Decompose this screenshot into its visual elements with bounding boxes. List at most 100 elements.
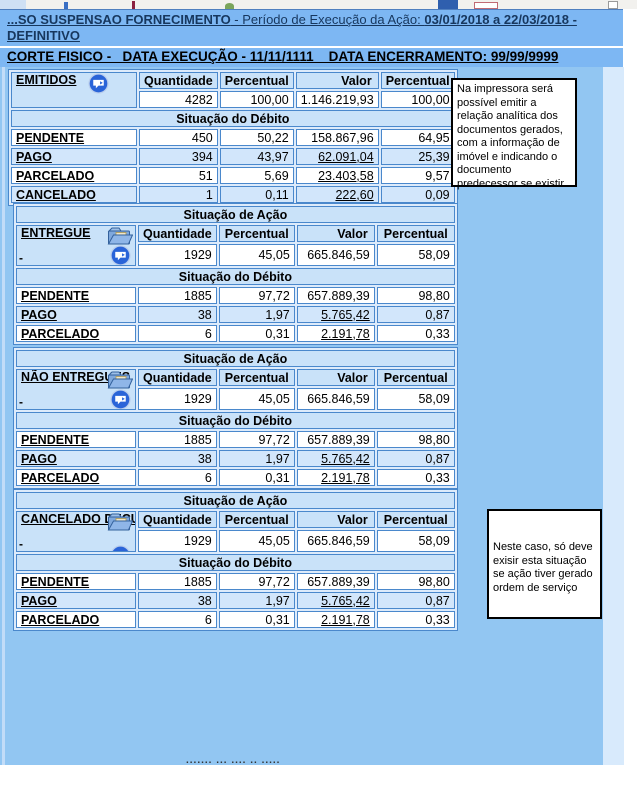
table-row: PAGO 38 1,97 5.765,42 0,87 [16,592,455,609]
cell-percentual2: 98,80 [376,287,455,304]
cell-valor: 5.765,42 [296,450,375,467]
col-header-valor: Valor [296,369,375,386]
toolbar-icon-fragment[interactable] [132,1,135,9]
col-header-quantidade: Quantidade [138,511,217,528]
valor-link[interactable]: 2.191,78 [321,470,370,485]
valor-link[interactable]: 5.765,42 [321,451,370,466]
row-label-pago[interactable]: PAGO [21,451,57,466]
separator [0,46,623,48]
nao-entregues-table: Situação de Ação NÃO ENTREGUES - Quantid… [13,347,458,489]
total-quantidade: 1929 [138,530,217,552]
total-percentual: 45,05 [218,244,295,266]
cell-percentual2: 64,95 [380,129,455,146]
valor-link[interactable]: 5.765,42 [321,593,370,608]
report-subtitle: CORTE FISICO - DATA EXECUÇÃO - 11/11/111… [0,48,623,67]
row-label-pendente[interactable]: PENDENTE [21,288,90,303]
valor-link[interactable]: 222,60 [335,187,374,202]
total-valor: 665.846,59 [296,244,375,266]
valor-link[interactable]: 2.191,78 [321,326,370,341]
right-margin-strip [603,67,624,765]
comment-icon[interactable] [110,545,131,551]
cell-percentual: 0,31 [218,325,295,342]
row-label-pago[interactable]: PAGO [16,149,52,164]
cell-percentual: 1,97 [218,592,295,609]
debito-section-header: Situação do Débito [11,110,455,127]
col-header-percentual: Percentual [218,369,295,386]
valor-link[interactable]: 23.403,58 [318,168,374,183]
cell-quantidade: 6 [138,611,217,628]
comment-icon[interactable] [110,389,131,409]
cell-percentual: 1,97 [218,306,295,323]
row-label-pago[interactable]: PAGO [21,593,57,608]
cell-percentual2: 0,09 [380,186,455,203]
cell-percentual2: 0,33 [376,611,455,628]
row-label-pago[interactable]: PAGO [21,307,57,322]
row-label-cancelado[interactable]: CANCELADO [16,187,96,202]
dash-mark: - [19,251,23,265]
valor-link[interactable]: 5.765,42 [321,307,370,322]
cell-valor: 657.889,39 [296,431,375,448]
valor-value: 657.889,39 [307,288,370,303]
cell-valor: 2.191,78 [296,611,375,628]
col-header-quantidade: Quantidade [138,225,217,242]
open-folder-icon[interactable] [107,512,133,532]
toolbar-icon-fragment[interactable] [225,3,234,9]
cell-valor: 222,60 [295,186,379,203]
comment-icon[interactable] [88,73,110,94]
total-percentual2: 100,00 [380,91,455,108]
section-label-cancelado-decurso[interactable]: CANCELADO DECURSO PRAZO [21,512,135,526]
title-part-regular: - Período de Execução da Ação: [230,12,425,27]
valor-link[interactable]: 2.191,78 [321,612,370,627]
total-percentual: 100,00 [219,91,294,108]
row-label-parcelado[interactable]: PARCELADO [16,168,95,183]
col-header-percentual2: Percentual [376,225,455,242]
col-header-percentual2: Percentual [376,511,455,528]
cell-percentual: 0,31 [218,469,295,486]
toolbar-icon-fragment[interactable] [608,1,618,9]
cell-percentual: 97,72 [218,287,295,304]
cell-quantidade: 38 [138,450,217,467]
report-title: ...SO SUSPENSAO FORNECIMENTO - Período d… [0,9,623,46]
acao-section-header: Situação de Ação [16,350,455,367]
section-label-entregue[interactable]: ENTREGUE [21,226,91,240]
open-folder-icon[interactable] [107,226,133,246]
col-header-quantidade: Quantidade [138,369,217,386]
section-label-nao-entregues[interactable]: NÃO ENTREGUES [21,370,131,384]
cell-percentual: 97,72 [218,573,295,590]
toolbar-icon-fragment[interactable] [0,0,26,9]
cell-percentual2: 0,87 [376,450,455,467]
annotation-note-service-order: Neste caso, só deve exisir esta situação… [487,509,602,619]
table-row: PARCELADO 6 0,31 2.191,78 0,33 [16,469,455,486]
debito-section-header: Situação do Débito [16,554,455,571]
cell-percentual2: 98,80 [376,431,455,448]
valor-link[interactable]: 62.091,04 [318,149,374,164]
cell-quantidade: 1 [139,186,218,203]
row-label-parcelado[interactable]: PARCELADO [21,326,100,341]
cell-percentual2: 0,33 [376,325,455,342]
cell-valor: 23.403,58 [295,167,379,184]
cell-quantidade: 38 [138,306,217,323]
row-label-parcelado[interactable]: PARCELADO [21,470,100,485]
toolbar-icon-fragment[interactable] [64,2,68,9]
cell-percentual2: 0,87 [376,306,455,323]
toolbar-icon-fragment[interactable] [438,0,458,9]
row-label-pendente[interactable]: PENDENTE [16,130,85,145]
row-label-pendente[interactable]: PENDENTE [21,574,90,589]
row-label-pendente[interactable]: PENDENTE [21,432,90,447]
row-label-parcelado[interactable]: PARCELADO [21,612,100,627]
open-folder-icon[interactable] [107,370,133,390]
cell-percentual2: 98,80 [376,573,455,590]
col-header-valor: Valor [296,511,375,528]
table-row: PENDENTE 1885 97,72 657.889,39 98,80 [16,287,455,304]
cell-percentual: 5,69 [219,167,294,184]
cell-quantidade: 38 [138,592,217,609]
comment-icon[interactable] [110,245,131,265]
cell-percentual2: 0,33 [376,469,455,486]
section-label-emitidos[interactable]: EMITIDOS [16,73,77,87]
total-valor: 665.846,59 [296,388,375,410]
toolbar-icon-fragment[interactable] [474,2,498,9]
cell-valor: 2.191,78 [296,469,375,486]
col-header-quantidade: Quantidade [139,72,218,89]
dash-mark: - [19,537,23,551]
total-percentual: 45,05 [218,388,295,410]
